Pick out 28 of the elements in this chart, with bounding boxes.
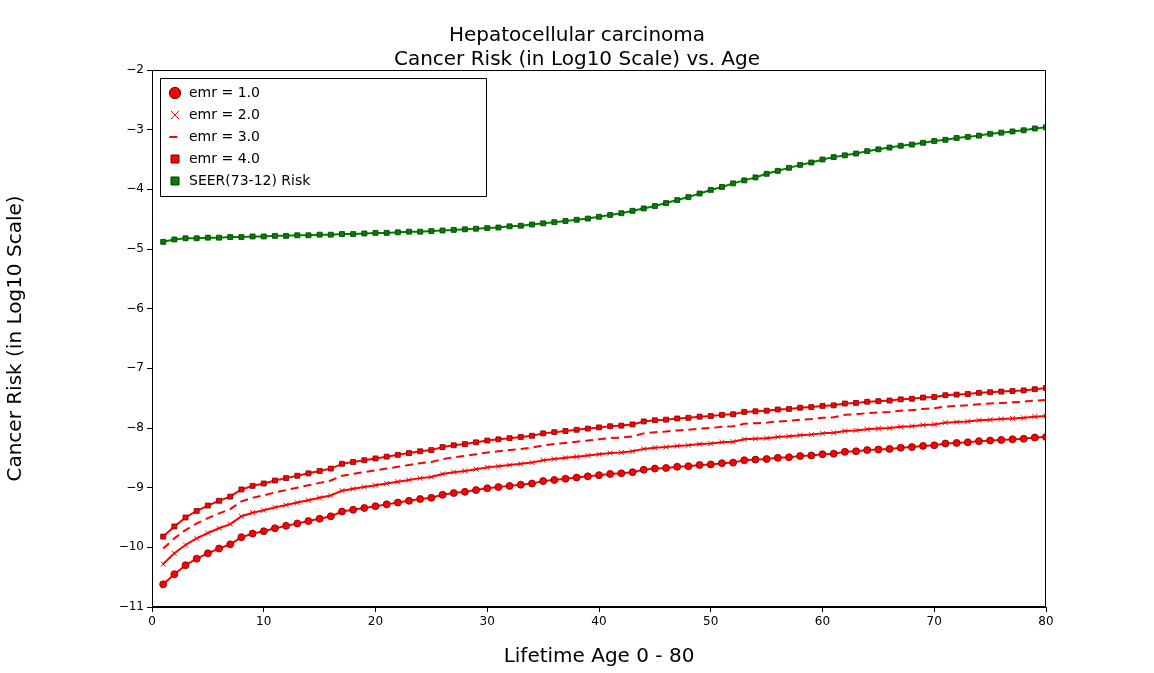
x-tick-label: 70 — [926, 614, 942, 629]
x-axis-title: Lifetime Age 0 - 80 — [503, 643, 695, 668]
chart-subtitle: Cancer Risk (in Log10 Scale) vs. Age — [393, 46, 761, 70]
x-tick-label: 10 — [256, 614, 272, 629]
y-tick-label: −5 — [126, 241, 144, 256]
x-tick-label: 50 — [703, 614, 719, 629]
legend-label: emr = 3.0 — [189, 127, 260, 144]
y-tick-label: −3 — [126, 121, 144, 136]
legend-label: emr = 2.0 — [189, 105, 260, 122]
x-tick-label: 60 — [814, 614, 831, 629]
y-tick-label: −9 — [126, 479, 144, 494]
y-axis-title: Cancer Risk (in Log10 Scale) — [2, 195, 27, 482]
y-tick-label: −2 — [126, 62, 144, 77]
legend-label: emr = 1.0 — [189, 83, 260, 100]
legend-label: emr = 4.0 — [189, 149, 260, 166]
x-tick-label: 0 — [148, 614, 156, 629]
y-tick-label: −11 — [118, 599, 144, 614]
y-tick-label: −4 — [126, 181, 144, 196]
y-tick-label: −7 — [126, 360, 144, 375]
x-tick-label: 80 — [1038, 614, 1054, 629]
chart-title: Hepatocellular carcinoma — [447, 22, 707, 46]
x-tick-label: 30 — [479, 614, 495, 629]
x-tick-label: 20 — [367, 614, 384, 629]
y-tick-label: −8 — [126, 420, 144, 435]
x-tick-label: 40 — [591, 614, 607, 629]
y-tick-label: −10 — [118, 539, 144, 554]
y-tick-label: −6 — [126, 300, 144, 315]
legend-label: SEER(73-12) Risk — [189, 171, 312, 188]
